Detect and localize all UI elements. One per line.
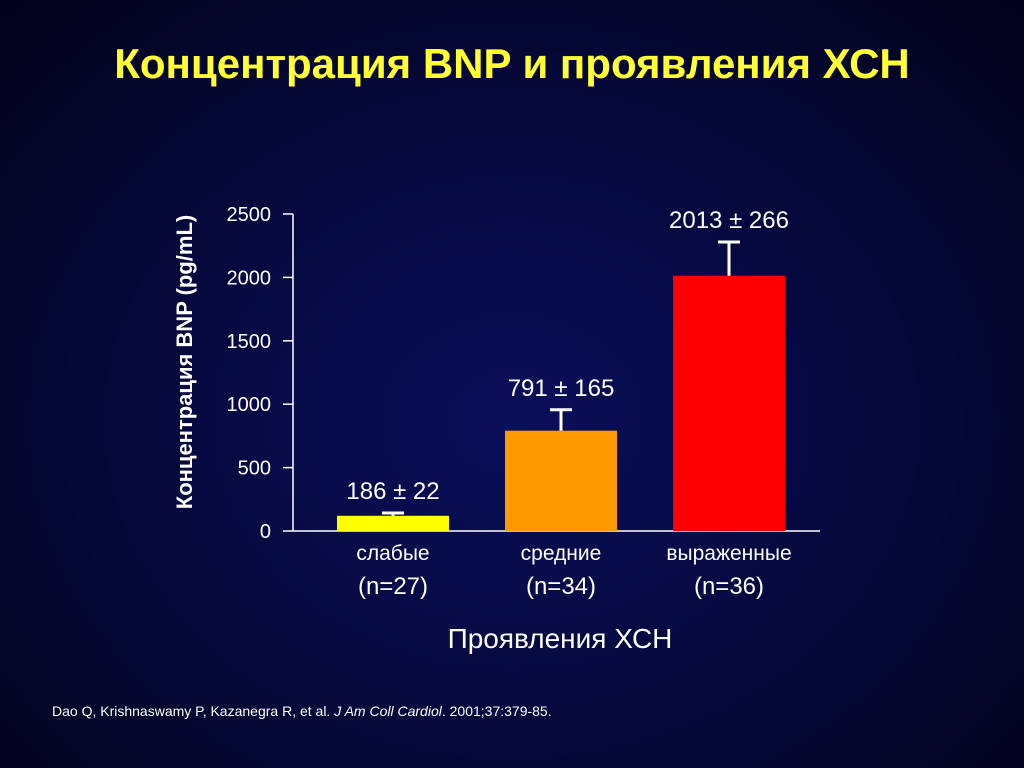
x-tick-label: средние <box>521 542 602 565</box>
bar <box>337 515 449 531</box>
y-tick-label: 2500 <box>227 204 272 226</box>
x-tick-label: слабые <box>356 542 429 565</box>
x-tick-sublabel: (n=27) <box>358 573 428 600</box>
y-tick-label: 1000 <box>227 394 272 416</box>
x-tick-sublabel: (n=34) <box>526 573 596 600</box>
y-tick-label: 0 <box>260 521 271 543</box>
data-label: 186 ± 22 <box>346 478 439 505</box>
x-tick-label: выраженные <box>666 542 791 565</box>
y-tick-label: 500 <box>238 458 271 480</box>
citation-journal: J Am Coll Cardiol <box>334 703 442 719</box>
y-axis-title: Концентрация BNP (pg/mL) <box>172 215 197 509</box>
bar <box>673 275 785 531</box>
x-axis-title: Проявления ХСН <box>448 623 673 654</box>
y-tick-label: 1500 <box>227 331 272 353</box>
citation-details: . 2001;37:379-85. <box>441 703 552 719</box>
data-label: 2013 ± 266 <box>669 207 789 234</box>
y-tick-label: 2000 <box>227 267 272 289</box>
data-label: 791 ± 165 <box>508 375 615 402</box>
citation-authors: Dao Q, Krishnaswamy P, Kazanegra R, et a… <box>52 703 335 719</box>
slide-title: Концентрация BNP и проявления ХСН <box>114 40 910 87</box>
x-tick-sublabel: (n=36) <box>694 573 764 600</box>
citation: Dao Q, Krishnaswamy P, Kazanegra R, et a… <box>52 703 552 719</box>
bar <box>505 430 617 531</box>
